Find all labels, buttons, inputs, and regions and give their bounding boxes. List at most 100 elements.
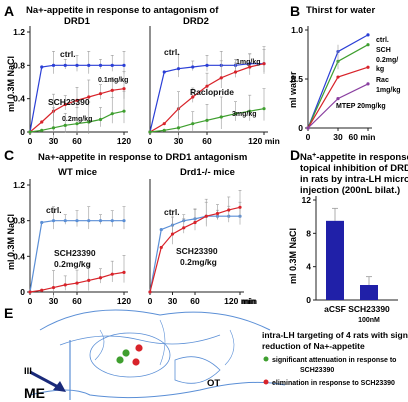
y-tick-label: 4 bbox=[306, 262, 311, 272]
y-tick-label: 0 bbox=[298, 123, 303, 133]
chart-annotation: 3mg/kg bbox=[232, 111, 257, 118]
data-point bbox=[162, 128, 166, 132]
chart-annotation: 0.2mg/kg bbox=[62, 116, 92, 123]
x-tick-label: 120 min bbox=[248, 136, 280, 146]
data-point bbox=[336, 97, 340, 101]
x-tick-label: 60 bbox=[72, 296, 82, 306]
legend-label: MTEP 20mg/kg bbox=[336, 103, 386, 110]
data-point bbox=[87, 278, 91, 283]
data-point bbox=[63, 63, 67, 67]
panel-a-left-subtitle: DRD1 bbox=[64, 16, 91, 27]
data-point bbox=[87, 219, 91, 223]
data-point bbox=[51, 126, 56, 130]
x-tick-label: 30 bbox=[49, 136, 59, 146]
data-point bbox=[40, 120, 44, 124]
data-point bbox=[75, 281, 79, 285]
panel-c-ylabel: ml 0.3M NaCl bbox=[6, 214, 16, 270]
y-tick-label: 8 bbox=[306, 228, 311, 238]
data-point bbox=[110, 112, 114, 116]
y-tick-label: 0 bbox=[20, 127, 25, 137]
y-tick-label: 1.2 bbox=[13, 27, 25, 37]
panel-a-right-subtitle: DRD2 bbox=[183, 16, 209, 27]
chart-annotation: 0.1mg/kg bbox=[98, 77, 128, 84]
x-tick-label: 0 bbox=[28, 136, 33, 146]
legend-label: 0.2mg/ bbox=[376, 57, 398, 64]
data-point bbox=[227, 208, 231, 212]
panel-d-title-line1: Na+-appetite in response to bbox=[300, 152, 408, 164]
panel-letter-d: D bbox=[290, 147, 300, 163]
data-point bbox=[306, 126, 310, 130]
data-point bbox=[40, 65, 44, 69]
panel-letter-e: E bbox=[4, 305, 13, 321]
data-point bbox=[51, 63, 56, 67]
data-point bbox=[191, 122, 195, 126]
category-label: aCSF bbox=[324, 304, 346, 314]
chart-a-drd2: 0 30 60 120 min ctrl. 1mg/kg Raclopride 3mg/kg bbox=[148, 26, 280, 146]
chart-annotation: ctrl. bbox=[60, 49, 76, 59]
legend-label: SCH bbox=[376, 47, 391, 54]
panel-c-left-subtitle: WT mice bbox=[58, 167, 97, 178]
panel-d-title-line4: injection (200nL bilat.) bbox=[300, 185, 400, 196]
data-point bbox=[215, 211, 220, 216]
chart-annotation: SCH23390 bbox=[176, 246, 218, 256]
x-tick-label: 60 bbox=[202, 136, 212, 146]
data-point bbox=[110, 219, 114, 223]
target-dot-green-1 bbox=[122, 349, 130, 357]
chart-b-thirst: 0 0.5 1.0 0 30 60 min ctrl. SCH 0.2mg/kg Rac 1mg/k… bbox=[291, 25, 400, 142]
data-point bbox=[205, 63, 209, 67]
arrow-head bbox=[53, 381, 66, 392]
data-point bbox=[366, 33, 370, 37]
y-tick-label: 0.8 bbox=[13, 216, 25, 226]
data-point bbox=[191, 65, 195, 69]
data-point bbox=[233, 70, 238, 74]
data-point bbox=[28, 290, 32, 294]
category-label: 100nM bbox=[358, 317, 380, 324]
panel-c-right-subtitle: Drd1-/- mice bbox=[180, 167, 235, 178]
chart-annotation: ctrl. bbox=[164, 47, 180, 57]
x-tick-label: 120 min bbox=[224, 296, 256, 306]
bar bbox=[326, 220, 344, 300]
data-point bbox=[51, 219, 56, 223]
data-point bbox=[170, 232, 175, 236]
x-tick-label: 0 bbox=[28, 296, 33, 306]
chart-annotation: ctrl. bbox=[46, 205, 62, 215]
legend-label: ctrl. bbox=[376, 37, 389, 44]
x-tick-label: 30 bbox=[168, 296, 178, 306]
x-tick-label: 60 bbox=[72, 136, 82, 146]
legend-e-title-2: reduction of Na+-appetite bbox=[262, 341, 365, 351]
data-point bbox=[122, 109, 126, 113]
data-point bbox=[40, 220, 44, 225]
panel-d-title-line2: topical inhibition of DRD1 bbox=[300, 163, 408, 174]
panel-c-title: Na+-appetite in response to DRD1 antagon… bbox=[38, 152, 247, 163]
y-tick-label: 12 bbox=[302, 195, 312, 205]
chart-annotation: 0.2mg/kg bbox=[54, 259, 91, 269]
legend-label: Rac bbox=[376, 77, 389, 84]
data-point bbox=[87, 95, 91, 99]
x-tick-label: 0 bbox=[148, 296, 153, 306]
panel-d-ylabel: ml 0.3M NaCl bbox=[288, 228, 298, 284]
data-point bbox=[366, 82, 370, 86]
chart-d-bar: 0 4 8 12 aCSF SCH23390 100nM bbox=[302, 195, 398, 324]
chart-a-drd1: 0 0.4 0.8 1.2 0 30 60 120 ctrl. 0.1mg/kg SCH23390 0… bbox=[13, 26, 131, 146]
data-point bbox=[40, 128, 44, 132]
panel-letter-a: A bbox=[4, 3, 14, 19]
data-point bbox=[110, 63, 114, 67]
data-point bbox=[51, 285, 56, 290]
target-dot-green-2 bbox=[116, 356, 124, 364]
data-point bbox=[159, 227, 163, 232]
chart-annotation: ctrl. bbox=[164, 207, 180, 217]
x-tick-label: 60 bbox=[190, 296, 200, 306]
data-point bbox=[366, 65, 370, 69]
data-point bbox=[248, 65, 252, 69]
chart-annotation: SCH23390 bbox=[48, 97, 90, 107]
y-tick-label: 0.5 bbox=[291, 74, 303, 84]
data-point bbox=[110, 88, 114, 92]
panel-a-title: Na+-appetite in response to antagonism o… bbox=[26, 5, 219, 16]
data-point bbox=[40, 288, 44, 292]
data-point bbox=[75, 98, 79, 102]
arrow-shaft bbox=[29, 370, 61, 390]
legend-red-label: elimination in response to SCH23390 bbox=[272, 380, 395, 387]
x-tick-label: 0 bbox=[148, 136, 153, 146]
chart-annotation: Raclopride bbox=[190, 87, 234, 97]
data-point bbox=[75, 219, 79, 223]
